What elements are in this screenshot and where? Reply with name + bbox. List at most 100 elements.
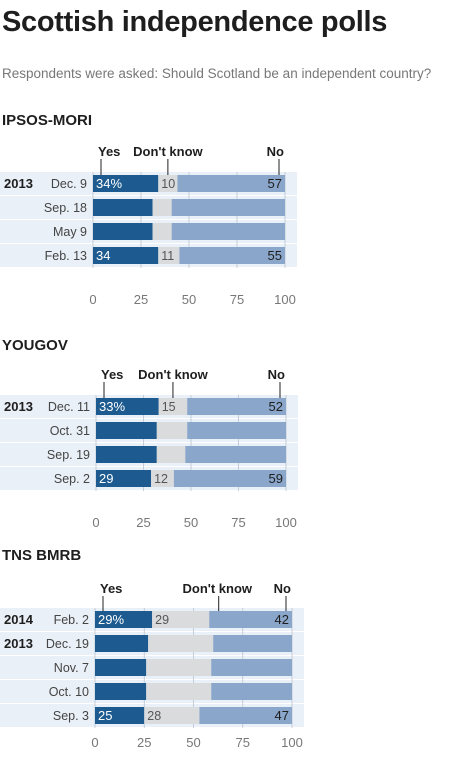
x-tick-label: 25	[137, 735, 151, 750]
data-label-yes: 29%	[98, 612, 124, 627]
x-tick-label: 100	[274, 292, 296, 307]
data-label-dont-know: 10	[161, 177, 175, 191]
bar-no	[211, 659, 292, 676]
data-label-dont-know: 11	[161, 249, 174, 263]
pollster-name: YOUGOV	[2, 337, 68, 354]
x-tick-label: 75	[231, 515, 245, 530]
data-label-dont-know: 15	[162, 400, 176, 414]
pollster-name: IPSOS-MORI	[2, 112, 93, 129]
row-date-label: Dec. 11	[48, 400, 90, 414]
data-label-no: 47	[275, 708, 289, 723]
bar-dont-know	[144, 707, 200, 724]
x-tick-label: 0	[91, 735, 98, 750]
x-tick-label: 0	[89, 292, 96, 307]
x-tick-label: 25	[134, 292, 148, 307]
stacked-bar-chart: 29% 29 42 Feb. 2 2014 Dec. 19 2013 Nov. 7 Oct. 1…	[0, 581, 304, 750]
bar-yes	[93, 223, 153, 240]
bar-dont-know	[158, 398, 188, 415]
data-label-dont-know: 12	[154, 472, 168, 486]
row-date-label: May 9	[53, 225, 87, 239]
stacked-bar-chart: 34% 10 57 Dec. 9 2013 Sep. 18 May 9 34 11 55 Feb. …	[0, 144, 297, 307]
bar-dont-know	[158, 175, 178, 192]
data-label-yes: 34	[96, 248, 110, 263]
data-label-dont-know: 29	[155, 613, 169, 627]
bar-dont-know	[152, 199, 172, 216]
poll-panel-tns-bmrb: TNS BMRB 29% 29 42 Feb. 2 2014 Dec. 19 2013 Nov…	[0, 547, 474, 767]
page-subtitle: Respondents were asked: Should Scotland …	[2, 66, 432, 81]
data-label-no: 52	[269, 399, 283, 414]
bar-no	[211, 683, 292, 700]
legend-dont-know: Don't know	[182, 581, 252, 596]
x-tick-label: 100	[281, 735, 303, 750]
row-date-label: Oct. 10	[49, 685, 89, 699]
bar-yes	[96, 470, 152, 487]
stacked-bar-chart: 33% 15 52 Dec. 11 2013 Oct. 31 Sep. 19 29 12 59 Se…	[0, 367, 298, 530]
row-date-label: Feb. 2	[54, 613, 89, 627]
bar-no	[209, 611, 292, 628]
data-label-yes: 25	[98, 708, 112, 723]
legend-yes: Yes	[101, 367, 123, 382]
bar-yes	[93, 247, 159, 264]
bar-dont-know	[152, 223, 172, 240]
bar-no	[187, 398, 286, 415]
bar-yes	[95, 611, 153, 628]
row-year-label: 2013	[4, 636, 33, 651]
bar-no	[171, 223, 285, 240]
row-date-label: Dec. 9	[51, 177, 87, 191]
row-year-label: 2013	[4, 176, 33, 191]
bar-no	[187, 422, 286, 439]
bar-no	[171, 199, 285, 216]
legend-dont-know: Don't know	[133, 144, 203, 159]
bar-no	[173, 470, 286, 487]
bar-yes	[95, 635, 149, 652]
row-date-label: Oct. 31	[50, 424, 90, 438]
poll-panel-ipsos-mori: IPSOS-MORI 34% 10 57 Dec. 9 2013 Sep. 18 May 9…	[0, 112, 474, 317]
x-tick-label: 75	[230, 292, 244, 307]
bar-no	[185, 446, 286, 463]
bar-dont-know	[158, 247, 180, 264]
data-label-yes: 29	[99, 471, 113, 486]
row-date-label: Sep. 2	[54, 472, 90, 486]
bar-dont-know	[156, 422, 188, 439]
row-date-label: Sep. 3	[53, 709, 89, 723]
legend-no: No	[267, 144, 284, 159]
page-title: Scottish independence polls	[2, 6, 388, 38]
bar-dont-know	[146, 659, 212, 676]
bar-yes	[93, 175, 159, 192]
row-date-label: Dec. 19	[46, 637, 89, 651]
row-year-label: 2014	[4, 612, 34, 627]
bar-no	[213, 635, 292, 652]
bar-yes	[93, 199, 153, 216]
bar-dont-know	[148, 635, 214, 652]
bar-dont-know	[152, 611, 210, 628]
x-tick-label: 50	[182, 292, 196, 307]
bar-no	[177, 175, 285, 192]
data-label-dont-know: 28	[147, 709, 161, 723]
legend-yes: Yes	[100, 581, 122, 596]
pollster-name: TNS BMRB	[2, 547, 82, 564]
bar-yes	[95, 707, 145, 724]
poll-panel-yougov: YOUGOV 33% 15 52 Dec. 11 2013 Oct. 31 Sep. 19 2…	[0, 337, 474, 542]
x-tick-label: 50	[184, 515, 198, 530]
data-label-no: 57	[268, 176, 282, 191]
row-date-label: Sep. 18	[44, 201, 87, 215]
data-label-yes: 34%	[96, 176, 122, 191]
row-year-label: 2013	[4, 399, 33, 414]
legend-no: No	[274, 581, 291, 596]
legend-no: No	[268, 367, 285, 382]
data-label-no: 42	[275, 612, 289, 627]
row-date-label: Sep. 19	[47, 448, 90, 462]
bar-yes	[96, 446, 157, 463]
bar-dont-know	[146, 683, 212, 700]
bar-yes	[96, 398, 159, 415]
data-label-yes: 33%	[99, 399, 125, 414]
x-tick-label: 0	[92, 515, 99, 530]
x-tick-label: 100	[275, 515, 297, 530]
legend-dont-know: Don't know	[138, 367, 208, 382]
x-tick-label: 50	[186, 735, 200, 750]
legend-yes: Yes	[98, 144, 120, 159]
bar-yes	[95, 659, 147, 676]
bar-no	[199, 707, 292, 724]
bar-no	[179, 247, 285, 264]
